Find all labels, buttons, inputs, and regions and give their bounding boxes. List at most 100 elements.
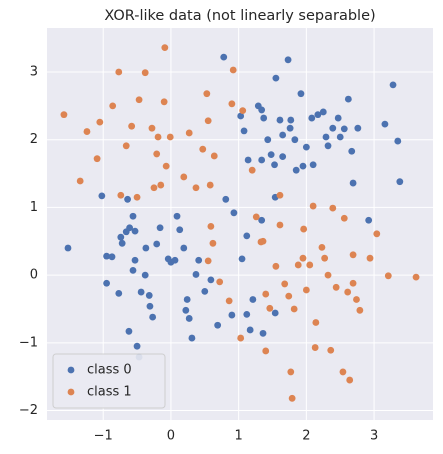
point [188, 334, 196, 342]
point [396, 178, 404, 186]
point [349, 279, 357, 287]
point [125, 327, 133, 335]
point [309, 202, 317, 210]
point [195, 256, 203, 264]
point [329, 204, 337, 212]
point [135, 96, 143, 104]
point [266, 304, 274, 312]
chart-title: XOR-like data (not linearly separable) [104, 8, 375, 24]
point [319, 108, 327, 116]
point [142, 244, 150, 252]
point [64, 244, 72, 252]
point [349, 251, 357, 259]
point [117, 233, 125, 241]
point [344, 95, 352, 103]
point [216, 278, 224, 286]
point [260, 114, 268, 122]
point [115, 289, 123, 297]
point [294, 261, 302, 269]
point [264, 136, 272, 144]
point [238, 255, 246, 263]
y-tick-label: 3 [30, 65, 38, 80]
point [287, 368, 295, 376]
y-tick-label: 0 [30, 268, 38, 283]
point [332, 283, 340, 291]
point [334, 114, 342, 122]
point [93, 155, 101, 163]
point [182, 306, 190, 314]
point [108, 253, 116, 261]
point [222, 195, 230, 203]
point [314, 111, 322, 119]
legend [52, 353, 166, 409]
point [240, 127, 248, 135]
y-tick-label: −2 [19, 403, 38, 418]
point [259, 329, 267, 337]
point [318, 243, 326, 251]
point [248, 166, 256, 174]
point [292, 166, 300, 174]
point [324, 271, 332, 279]
point [228, 100, 236, 108]
point [329, 124, 337, 132]
point [276, 116, 284, 124]
point [299, 254, 307, 262]
point [201, 287, 209, 295]
point [137, 288, 145, 296]
point [285, 292, 293, 300]
point [122, 142, 130, 150]
point [162, 162, 170, 170]
point [297, 90, 305, 98]
point [354, 124, 362, 132]
point [346, 376, 354, 384]
point [141, 69, 149, 77]
point [207, 276, 215, 284]
point [287, 116, 295, 124]
point [124, 195, 131, 203]
point [271, 161, 278, 169]
point [173, 212, 181, 220]
point [214, 321, 222, 329]
point [258, 156, 266, 164]
point [302, 286, 310, 294]
point [210, 152, 218, 160]
point [237, 112, 245, 120]
point [117, 191, 125, 199]
point [185, 129, 193, 137]
legend-label: class 1 [87, 385, 132, 400]
point [373, 230, 381, 238]
point [203, 90, 211, 98]
point [204, 257, 212, 265]
point [306, 261, 314, 269]
point [209, 239, 217, 247]
point [291, 136, 299, 144]
point [284, 56, 292, 64]
point [246, 326, 254, 334]
y-tick-label: 1 [30, 200, 38, 215]
point [348, 147, 356, 155]
point [243, 310, 251, 318]
point [272, 262, 280, 270]
point [131, 227, 139, 235]
point [145, 292, 153, 299]
point [249, 296, 257, 303]
point [281, 280, 289, 288]
point [366, 254, 374, 262]
point [150, 184, 158, 192]
point [286, 124, 294, 132]
point [272, 74, 280, 82]
point [204, 117, 212, 125]
point [128, 122, 136, 130]
point [185, 315, 193, 322]
point [239, 107, 247, 114]
point [199, 145, 207, 153]
legend-marker [67, 388, 75, 396]
point [324, 142, 332, 150]
y-tick-label: 2 [30, 132, 38, 147]
point [176, 226, 184, 234]
x-tick-label: −1 [94, 429, 113, 444]
point [267, 151, 275, 159]
point [344, 288, 352, 296]
y-tick-label: −1 [19, 335, 38, 350]
point [276, 191, 284, 199]
